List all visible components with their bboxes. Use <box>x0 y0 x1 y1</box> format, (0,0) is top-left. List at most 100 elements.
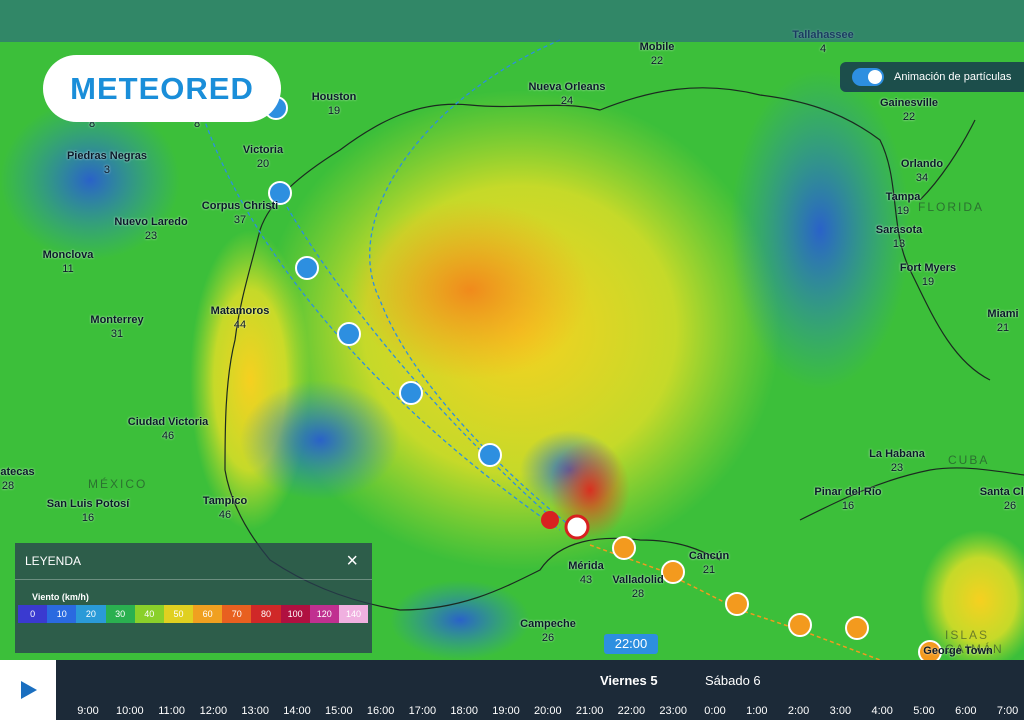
hour-label[interactable]: 19:00 <box>492 705 520 717</box>
wind-field <box>0 70 1024 670</box>
top-bar <box>0 0 1024 42</box>
region-label: MÉXICO <box>88 477 148 491</box>
city-name: Nueva Orleans <box>528 81 606 93</box>
hour-label[interactable]: 22:00 <box>617 705 646 717</box>
city-name: Miami <box>987 308 1019 320</box>
wind-speed: 37 <box>233 214 247 226</box>
region-label: FLORIDA <box>918 200 985 214</box>
legend-step: 80 <box>251 605 281 623</box>
legend-step: 20 <box>76 605 106 623</box>
legend-step: 0 <box>18 605 48 623</box>
city-name: Tampa <box>885 191 921 203</box>
hour-label[interactable]: 6:00 <box>955 705 977 717</box>
hour-label[interactable]: 14:00 <box>283 705 311 717</box>
current-time[interactable]: 22:00 <box>604 634 658 654</box>
legend-step: 60 <box>193 605 223 623</box>
city-label: Houston 19 <box>312 90 357 118</box>
legend-step: 120 <box>309 605 339 623</box>
hour-label[interactable]: 13:00 <box>241 705 269 717</box>
hour-label[interactable]: 12:00 <box>199 705 228 717</box>
particle-toggle[interactable]: Animación de partículas <box>840 62 1024 92</box>
play-button[interactable] <box>0 660 56 720</box>
city-name: Gainesville <box>879 97 939 109</box>
city-label: Gainesville 22 <box>880 96 938 124</box>
legend-step: 140 <box>338 605 369 623</box>
close-button[interactable]: × <box>346 550 358 572</box>
hour-label[interactable]: 7:00 <box>996 705 1019 717</box>
wind-speed: 19 <box>327 105 341 117</box>
city-name: Pinar del Río <box>814 486 882 498</box>
city-label: Ciudad Victoria 46 <box>128 415 208 443</box>
hour-label[interactable]: 0:00 <box>704 705 726 717</box>
city-name: Tampico <box>202 495 248 507</box>
city-label: Santa Clara 26 <box>980 485 1024 513</box>
city-label: Nueva Orleans 24 <box>528 80 605 108</box>
hour-label[interactable]: 17:00 <box>408 705 437 717</box>
city-label: Tampa 19 <box>886 190 921 218</box>
city-label: Monterrey 31 <box>90 313 143 341</box>
wind-speed: 21 <box>996 322 1010 334</box>
wind-speed: 22 <box>902 111 916 123</box>
city-label: Miami 21 <box>987 307 1018 335</box>
city-name: Piedras Negras <box>66 150 148 162</box>
wind-speed: 46 <box>161 430 175 442</box>
hour-label[interactable]: 5:00 <box>913 705 935 717</box>
wind-speed: 16 <box>81 512 95 524</box>
city-name: Monclova <box>42 249 94 261</box>
wind-speed: 28 <box>631 588 645 600</box>
wind-speed: 19 <box>921 276 935 288</box>
hour-label[interactable]: 2:00 <box>787 705 810 717</box>
city-name: Nuevo Laredo <box>114 216 188 228</box>
city-name: Campeche <box>520 618 576 630</box>
wind-speed: 34 <box>915 172 929 184</box>
city-name: Valladolid <box>612 574 664 586</box>
hour-label[interactable]: 18:00 <box>450 705 478 717</box>
wind-speed: 8 <box>88 118 96 130</box>
hour-label[interactable]: 11:00 <box>158 705 185 717</box>
hour-label[interactable]: 9:00 <box>77 705 99 717</box>
toggle-label: Animación de partículas <box>894 71 1012 83</box>
city-name: Cancún <box>688 550 730 562</box>
city-label: Pinar del Río 16 <box>814 485 881 513</box>
hour-label[interactable]: 20:00 <box>534 705 562 717</box>
city-label: La Habana 23 <box>869 447 925 475</box>
region-label: CUBA <box>948 453 990 467</box>
hour-label[interactable]: 16:00 <box>366 705 395 717</box>
hour-label[interactable]: 15:00 <box>325 705 353 717</box>
city-label: Victoria 20 <box>243 143 283 171</box>
city-label: Cancún 21 <box>689 549 729 577</box>
wind-speed: 28 <box>1 480 15 492</box>
hour-label[interactable]: 4:00 <box>871 705 893 717</box>
city-name: Mobile <box>639 41 675 53</box>
hour-label[interactable]: 23:00 <box>659 705 687 717</box>
hour-label[interactable]: 3:00 <box>829 705 852 717</box>
wind-speed: 3 <box>103 164 111 176</box>
legend-step: 40 <box>134 605 164 623</box>
legend-step: 70 <box>222 605 252 623</box>
region-label: ISLAS CAIMÁN <box>945 628 1004 656</box>
city-label: Nuevo Laredo 23 <box>114 215 187 243</box>
toggle-switch[interactable] <box>852 68 884 86</box>
city-label: Valladolid 28 <box>612 573 663 601</box>
hour-label[interactable]: 21:00 <box>575 705 604 717</box>
city-label: Mobile 22 <box>640 40 675 68</box>
legend-step: 50 <box>163 605 194 623</box>
hour-label[interactable]: 1:00 <box>746 705 768 717</box>
city-label: 8 <box>89 117 95 131</box>
wind-speed: 4 <box>819 43 827 55</box>
city-label: George Town <box>923 644 992 658</box>
timeline <box>0 660 1024 720</box>
hour-label[interactable]: 10:00 <box>116 705 144 717</box>
city-label: Fort Myers 19 <box>900 261 956 289</box>
logo[interactable]: METEORED <box>43 55 281 122</box>
wind-speed: 31 <box>110 328 124 340</box>
city-name: La Habana <box>869 448 925 460</box>
city-label: Sarasota 13 <box>876 223 922 251</box>
wind-speed: 16 <box>841 500 855 512</box>
wind-speed: 13 <box>892 238 906 250</box>
city-name: Victoria <box>242 144 284 156</box>
day-label: Sábado 6 <box>705 673 761 688</box>
